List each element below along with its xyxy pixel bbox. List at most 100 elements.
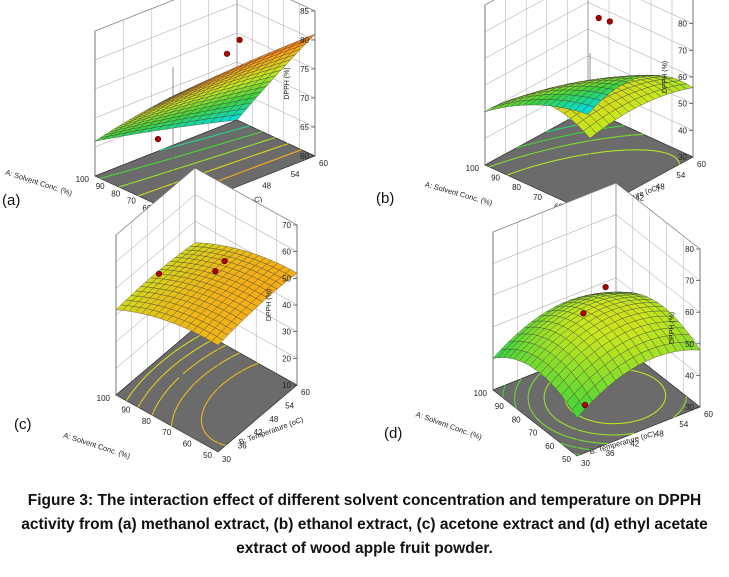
y-tick-label: 42 bbox=[635, 194, 644, 203]
wall-gridline bbox=[94, 0, 316, 32]
floor-contour-line bbox=[118, 137, 276, 188]
y-tick-label: 48 bbox=[269, 415, 278, 424]
design-point bbox=[155, 270, 163, 277]
y-tick-label: 60 bbox=[704, 410, 713, 419]
z-tick-label: 90 bbox=[678, 0, 687, 2]
z-tick-label: 85 bbox=[300, 7, 309, 16]
panel-label-d: (d) bbox=[384, 425, 403, 442]
z-tick-label: 10 bbox=[282, 381, 291, 390]
z-tick-label: 30 bbox=[678, 153, 687, 162]
response-surface bbox=[492, 291, 701, 419]
floor-contour-line bbox=[502, 384, 581, 456]
x-tick-label: 70 bbox=[162, 428, 171, 437]
surface-cell bbox=[189, 242, 202, 247]
y-tick-label: 60 bbox=[301, 388, 310, 397]
panel-label-a: (a) bbox=[2, 192, 21, 209]
z-tick-label: 60 bbox=[282, 248, 291, 257]
wall-gridline bbox=[484, 0, 694, 32]
design-point bbox=[236, 36, 243, 44]
panel-label-b: (b) bbox=[376, 190, 395, 207]
surface-plot-d: 30 40 50 60 70 80 DPPH (%) 50 60 70 80 90 100 30 36 42 4… bbox=[415, 182, 713, 468]
z-tick-label: 40 bbox=[685, 371, 694, 380]
y-tick-label: 36 bbox=[606, 449, 615, 458]
z-axis-title: DPPH (%) bbox=[669, 312, 676, 344]
surface-cell bbox=[227, 114, 243, 122]
floor-contour-line bbox=[151, 344, 227, 416]
y-tick-label: 36 bbox=[238, 442, 247, 451]
design-point bbox=[154, 136, 162, 143]
design-point bbox=[580, 310, 587, 317]
y-tick-label: 30 bbox=[222, 455, 231, 464]
figure-caption: Figure 3: The interaction effect of diff… bbox=[21, 492, 708, 557]
z-tick-label: 80 bbox=[685, 245, 694, 254]
z-tick-label: 60 bbox=[678, 73, 687, 82]
x-tick-label: 50 bbox=[203, 451, 212, 460]
y-tick-label: 48 bbox=[655, 430, 664, 439]
x-tick-label: 100 bbox=[466, 164, 480, 173]
x-tick-label: 50 bbox=[562, 455, 571, 464]
z-tick-label: 70 bbox=[678, 46, 687, 55]
surface-plot-b: 30405060708090DPPH (%)506070809010030364… bbox=[424, 0, 706, 225]
y-tick-label: 54 bbox=[285, 401, 294, 410]
y-tick-label: 30 bbox=[581, 459, 590, 468]
design-point bbox=[581, 401, 589, 409]
design-point bbox=[602, 284, 609, 291]
floor-contour-line bbox=[200, 362, 259, 447]
z-tick-label: 60 bbox=[300, 152, 309, 161]
x-tick-label: 70 bbox=[127, 197, 136, 206]
y-tick-label: 42 bbox=[630, 439, 639, 448]
panel-label-c: (c) bbox=[14, 416, 32, 433]
x-tick-label: 90 bbox=[121, 405, 130, 414]
z-tick-label: 50 bbox=[678, 100, 687, 109]
z-tick-label: 20 bbox=[282, 354, 291, 363]
floor-contour-line bbox=[489, 133, 644, 168]
response-surface bbox=[484, 75, 694, 139]
x-tick-label: 70 bbox=[533, 193, 542, 202]
z-tick-label: 75 bbox=[300, 65, 309, 74]
x-tick-label: 70 bbox=[528, 429, 537, 438]
z-tick-label: 80 bbox=[678, 20, 687, 29]
x-tick-label: 90 bbox=[96, 182, 105, 191]
floor-contour-line bbox=[514, 341, 618, 451]
x-axis-title: A: Solvent Conc. (%) bbox=[415, 410, 484, 442]
surface-plot-c: 10 20 30 40 50 60 70 DPPH (%) 50 60 70 80 90 100 30 36 4… bbox=[62, 167, 310, 464]
z-tick-label: 30 bbox=[282, 328, 291, 337]
floor-contour-line bbox=[100, 131, 263, 179]
y-tick-label: 48 bbox=[262, 181, 271, 190]
z-axis-title: DPPH (%) bbox=[662, 61, 669, 93]
y-tick-label: 48 bbox=[656, 182, 665, 191]
z-axis-title: DPPH (%) bbox=[284, 67, 291, 99]
z-tick-label: 70 bbox=[685, 277, 694, 286]
x-tick-label: 80 bbox=[512, 183, 521, 192]
z-tick-label: 70 bbox=[300, 94, 309, 103]
z-tick-label: 70 bbox=[282, 221, 291, 230]
response-surface bbox=[94, 34, 316, 142]
surface-cell bbox=[608, 292, 622, 294]
figure-panels: 60 65 70 75 80 85 DPPH (%) 50 60 70 80 90 100 30 36 42 4… bbox=[4, 0, 713, 468]
y-tick-label: 60 bbox=[697, 160, 706, 169]
design-point bbox=[595, 14, 602, 22]
z-tick-label: 40 bbox=[678, 126, 687, 135]
z-tick-label: 40 bbox=[282, 301, 291, 310]
z-tick-label: 30 bbox=[685, 403, 694, 412]
design-point bbox=[606, 18, 613, 25]
z-tick-label: 60 bbox=[685, 308, 694, 317]
x-axis-title: A: Solvent Conc. (%) bbox=[62, 431, 131, 461]
x-tick-label: 80 bbox=[512, 415, 521, 424]
x-tick-label: 100 bbox=[76, 175, 90, 184]
z-axis-title: DPPH (%) bbox=[266, 289, 273, 321]
y-tick-label: 42 bbox=[254, 428, 263, 437]
surface-cell bbox=[581, 105, 595, 115]
z-tick-label: 50 bbox=[282, 274, 291, 283]
floor-contour-line bbox=[170, 352, 240, 427]
x-axis-title: A: Solvent Conc. (%) bbox=[424, 180, 494, 208]
y-tick-label: 54 bbox=[679, 420, 688, 429]
floor-contour-line bbox=[506, 149, 680, 176]
y-tick-label: 54 bbox=[676, 171, 685, 180]
x-tick-label: 90 bbox=[495, 402, 504, 411]
z-tick-label: 50 bbox=[685, 340, 694, 349]
y-tick-label: 60 bbox=[319, 159, 328, 168]
x-tick-label: 100 bbox=[97, 394, 111, 403]
x-tick-label: 60 bbox=[183, 440, 192, 449]
x-tick-label: 80 bbox=[111, 189, 120, 198]
